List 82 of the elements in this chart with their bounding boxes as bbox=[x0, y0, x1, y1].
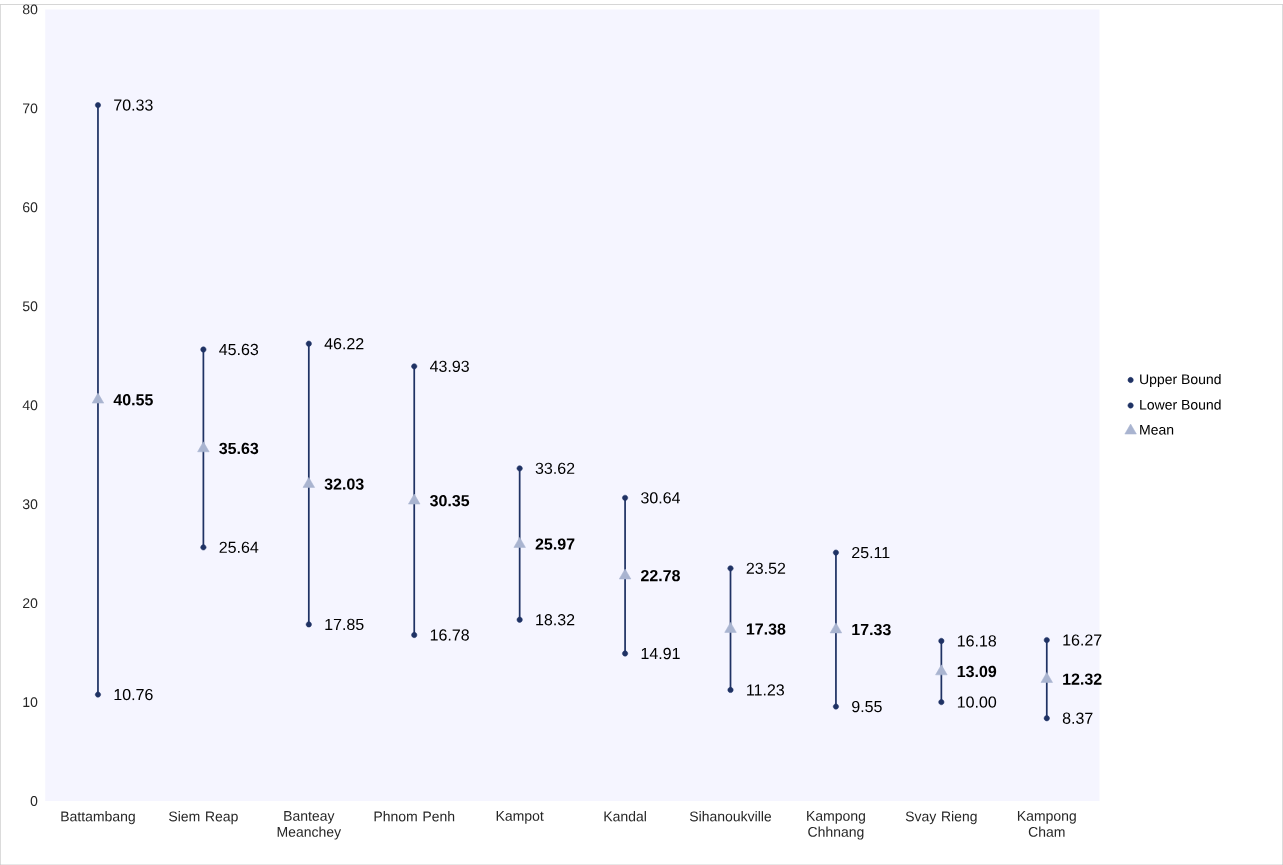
point bbox=[200, 544, 207, 551]
point bbox=[513, 536, 526, 548]
data-label: 10.76 bbox=[114, 688, 153, 701]
data-label: 32.03 bbox=[324, 478, 364, 490]
y-tick-label: 50 bbox=[22, 301, 38, 312]
point bbox=[305, 621, 312, 628]
y-tick-label: 60 bbox=[23, 202, 38, 213]
data-label: 16.18 bbox=[957, 635, 997, 647]
x-tick-label: Phnom Penh bbox=[374, 810, 455, 822]
point bbox=[516, 465, 523, 472]
point bbox=[622, 494, 629, 501]
data-label: 43.93 bbox=[429, 360, 469, 372]
point bbox=[95, 102, 101, 108]
point bbox=[1043, 636, 1050, 643]
point bbox=[200, 346, 207, 353]
point bbox=[408, 493, 421, 505]
point bbox=[619, 568, 632, 580]
y-tick-label: 10 bbox=[23, 697, 38, 707]
point bbox=[829, 622, 842, 634]
y-tick-label: 0 bbox=[30, 795, 38, 806]
x-tick-label: Sihanoukville bbox=[689, 810, 772, 822]
point bbox=[302, 477, 315, 488]
point bbox=[197, 441, 210, 452]
legend-label: Upper Bound bbox=[1140, 373, 1221, 387]
point bbox=[1043, 715, 1050, 722]
y-tick-label: 70 bbox=[23, 103, 38, 114]
data-label: 17.33 bbox=[852, 623, 891, 636]
legend-label: Lower Bound bbox=[1140, 399, 1221, 410]
data-label: 35.63 bbox=[219, 442, 259, 455]
data-label: 10.00 bbox=[957, 696, 997, 708]
data-label: 14.91 bbox=[641, 647, 680, 660]
data-label: 17.38 bbox=[746, 623, 786, 635]
point bbox=[935, 664, 948, 675]
point bbox=[95, 691, 101, 698]
data-label: 16.27 bbox=[1063, 634, 1102, 646]
point bbox=[91, 392, 104, 404]
point bbox=[1040, 672, 1053, 683]
data-label: 16.78 bbox=[430, 629, 469, 641]
data-label: 22.78 bbox=[641, 569, 680, 582]
data-label: 13.09 bbox=[957, 665, 997, 678]
point bbox=[727, 565, 734, 572]
data-label: 46.22 bbox=[324, 337, 364, 350]
data-label: 30.35 bbox=[429, 494, 470, 507]
point bbox=[938, 637, 945, 644]
x-tick-label: Kampong Cham bbox=[1017, 810, 1076, 837]
data-label: 18.32 bbox=[536, 613, 575, 626]
point bbox=[832, 549, 839, 556]
x-tick-label: Svay Rieng bbox=[905, 810, 977, 824]
data-label: 11.23 bbox=[747, 684, 785, 696]
point bbox=[938, 699, 945, 705]
data-label: 30.64 bbox=[641, 492, 680, 504]
data-label: 12.32 bbox=[1063, 673, 1102, 685]
data-label: 70.33 bbox=[114, 99, 153, 111]
x-tick-label: Kampot bbox=[496, 810, 544, 824]
point bbox=[516, 616, 523, 623]
data-label: 25.11 bbox=[852, 546, 890, 559]
y-tick-label: 40 bbox=[22, 400, 38, 411]
point bbox=[411, 363, 418, 370]
data-label: 33.62 bbox=[535, 462, 575, 474]
data-label: 25.64 bbox=[219, 541, 259, 553]
y-tick-label: 80 bbox=[22, 4, 38, 15]
point bbox=[622, 650, 629, 657]
data-label: 23.52 bbox=[746, 562, 786, 574]
data-label: 17.85 bbox=[325, 618, 364, 630]
x-tick-label: Banteay Meanchey bbox=[277, 810, 342, 840]
data-label: 25.97 bbox=[535, 538, 575, 550]
legend-label: Mean bbox=[1140, 424, 1174, 435]
x-tick-label: Battambang bbox=[61, 810, 135, 824]
data-label: 40.55 bbox=[113, 393, 153, 406]
point bbox=[305, 340, 312, 347]
point bbox=[724, 621, 737, 633]
data-label: 45.63 bbox=[219, 343, 259, 356]
point bbox=[832, 703, 839, 710]
data-label: 8.37 bbox=[1062, 712, 1093, 724]
point bbox=[411, 631, 418, 638]
y-tick-label: 30 bbox=[22, 499, 38, 509]
y-tick-label: 20 bbox=[23, 598, 38, 608]
point bbox=[727, 686, 734, 693]
data-label: 9.55 bbox=[852, 700, 882, 713]
x-tick-label: Kandal bbox=[604, 810, 646, 822]
x-tick-label: Kampong Chhnang bbox=[807, 810, 865, 840]
x-tick-label: Siem Reap bbox=[169, 810, 238, 824]
